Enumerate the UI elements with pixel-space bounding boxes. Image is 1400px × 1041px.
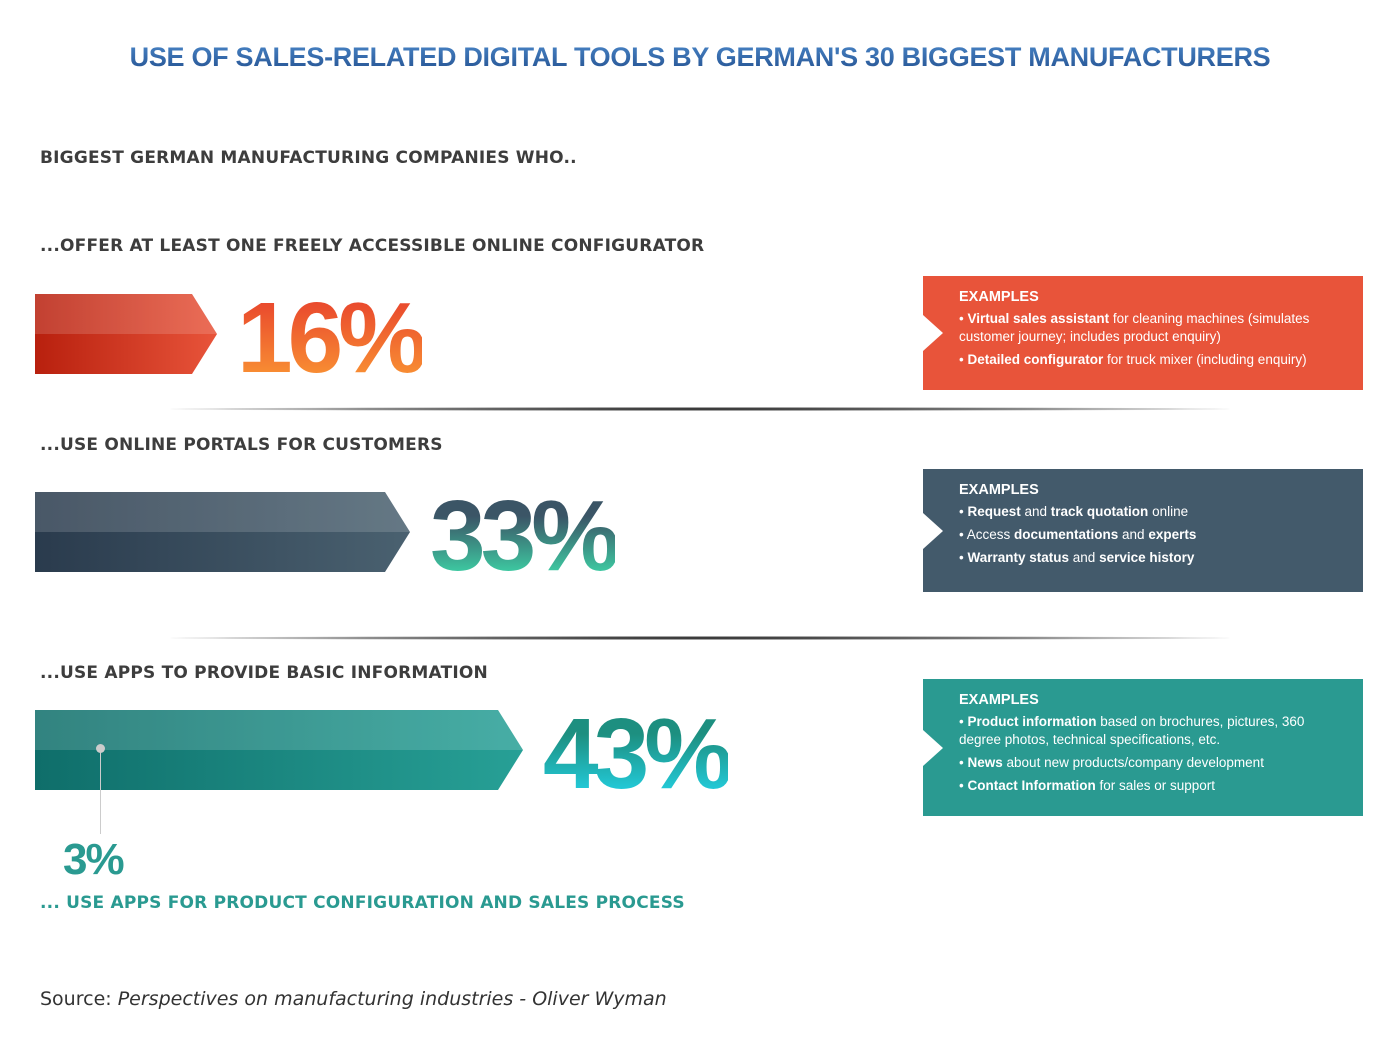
sub-category-label: ... USE APPS FOR PRODUCT CONFIGURATION A…: [40, 893, 685, 913]
examples-heading: EXAMPLES: [959, 482, 1039, 498]
notch-arrow: [923, 512, 943, 549]
example-text: Access: [966, 527, 1015, 542]
example-highlight: Contact Information: [967, 778, 1096, 793]
example-highlight: Product information: [967, 714, 1097, 729]
example-highlight: service history: [1099, 550, 1195, 565]
category-label-portals: ...USE ONLINE PORTALS FOR CUSTOMERS: [40, 435, 443, 455]
bar-apps: [35, 710, 523, 790]
example-item: • News about new products/company develo…: [959, 754, 1347, 772]
example-highlight: Detailed configurator: [967, 352, 1104, 367]
example-text: for cleaning machines (simulates custome…: [959, 311, 1310, 344]
example-highlight: experts: [1148, 527, 1197, 542]
example-highlight: track quotation: [1050, 504, 1149, 519]
value-label-apps: 43%: [543, 698, 733, 810]
category-label-apps: ...USE APPS TO PROVIDE BASIC INFORMATION: [40, 663, 488, 683]
example-item: • Request and track quotation online: [959, 503, 1347, 521]
example-highlight: documentations: [1014, 527, 1119, 542]
bullet-icon: •: [959, 311, 964, 326]
bar-portals: [35, 492, 410, 572]
bullet-icon: •: [959, 550, 964, 565]
examples-heading: EXAMPLES: [959, 692, 1039, 708]
page-title: USE OF SALES-RELATED DIGITAL TOOLS BY GE…: [20, 42, 1380, 73]
section-divider: [170, 636, 1230, 640]
category-label-configurator: ...OFFER AT LEAST ONE FREELY ACCESSIBLE …: [40, 236, 705, 256]
examples-box-configurator: EXAMPLES • Virtual sales assistant for cl…: [923, 276, 1363, 390]
example-text: and: [1069, 550, 1100, 565]
example-text: online: [1148, 504, 1189, 519]
source-text: Perspectives on manufacturing industries…: [117, 988, 667, 1010]
example-text: for sales or support: [1095, 778, 1216, 793]
example-highlight: Request: [967, 504, 1021, 519]
intro-heading: BIGGEST GERMAN MANUFACTURING COMPANIES W…: [40, 148, 577, 168]
example-item: • Access documentations and experts: [959, 526, 1347, 544]
bullet-icon: •: [959, 714, 964, 729]
sub-value-label: 3%: [63, 835, 125, 884]
example-item: • Product information based on brochures…: [959, 713, 1347, 749]
example-highlight: News: [967, 755, 1003, 770]
example-item: • Detailed configurator for truck mixer …: [959, 351, 1347, 369]
example-text: based on brochures, pictures, 360 degree…: [959, 714, 1305, 747]
marker-dot: [96, 744, 105, 753]
source-label: Source:: [40, 988, 112, 1010]
bullet-icon: •: [959, 778, 964, 793]
example-text: about new products/company development: [1002, 755, 1264, 770]
bullet-icon: •: [959, 352, 964, 367]
value-label-portals: 33%: [430, 480, 620, 592]
example-text: and: [1118, 527, 1149, 542]
bullet-icon: •: [959, 527, 964, 542]
examples-heading: EXAMPLES: [959, 289, 1039, 305]
example-text: and: [1020, 504, 1051, 519]
notch-arrow: [923, 729, 943, 766]
section-divider: [170, 407, 1230, 411]
example-item: • Contact Information for sales or suppo…: [959, 777, 1347, 795]
bar-configurator: [35, 294, 217, 374]
example-item: • Warranty status and service history: [959, 549, 1347, 567]
example-text: for truck mixer (including enquiry): [1103, 352, 1307, 367]
example-highlight: Virtual sales assistant: [967, 311, 1110, 326]
examples-box-portals: EXAMPLES • Request and track quotation on…: [923, 469, 1363, 592]
bullet-icon: •: [959, 755, 964, 770]
value-label-configurator: 16%: [237, 282, 427, 394]
examples-box-apps: EXAMPLES • Product information based on b…: [923, 679, 1363, 816]
example-highlight: Warranty status: [967, 550, 1070, 565]
source-note: Source: Perspectives on manufacturing in…: [40, 988, 667, 1010]
marker-line: [99, 752, 101, 834]
notch-arrow: [923, 315, 943, 351]
example-item: • Virtual sales assistant for cleaning m…: [959, 310, 1347, 346]
bullet-icon: •: [959, 504, 964, 519]
